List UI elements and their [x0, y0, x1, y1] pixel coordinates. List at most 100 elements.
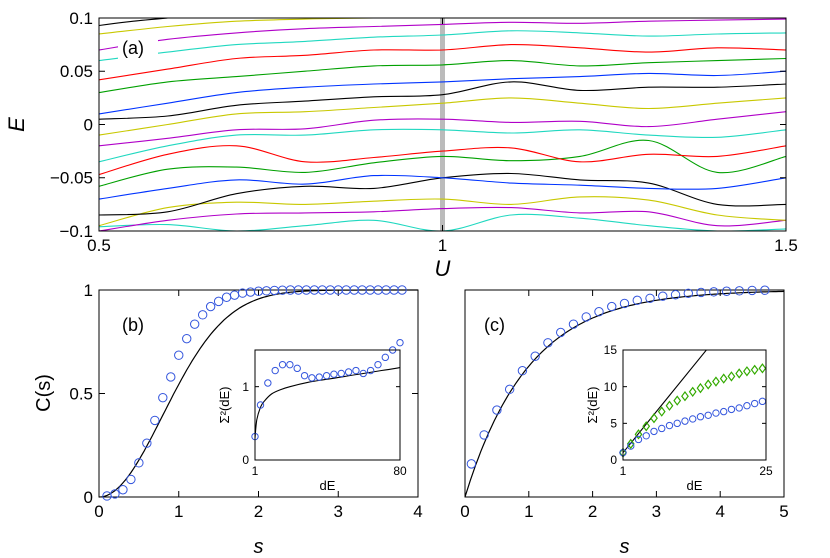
- panel-c-x-tick-label: 4: [715, 502, 724, 521]
- panel-c-data-point: [632, 295, 642, 306]
- panel-c-inset-x-tick-label: 1: [620, 464, 627, 478]
- panel-c-inset-data-diamond: [688, 386, 697, 398]
- panel-a-series-line: [99, 145, 786, 176]
- panel-c-inset-data-point: [712, 409, 720, 417]
- panel-c-inset-data-point: [634, 435, 643, 444]
- panel-a-x-tick-label: 1.5: [774, 236, 798, 255]
- panel-c-data-point: [568, 319, 579, 329]
- panel-c-inset-data-diamond: [696, 382, 705, 394]
- panel-c-data-point: [619, 298, 630, 309]
- panel-c-data-point: [747, 285, 757, 296]
- panel-b-inset-theory-line: [255, 367, 400, 439]
- panel-b-inset-data-point: [286, 360, 294, 369]
- panel-b-data-point: [182, 333, 192, 344]
- panel-a-series-line: [99, 81, 786, 120]
- panel-c-data-point: [607, 301, 617, 312]
- panel-b-data-point: [150, 415, 160, 426]
- panel-b-data-point: [190, 319, 200, 329]
- panel-b-x-tick-label: 0: [94, 502, 103, 521]
- panel-c-inset-data-diamond: [665, 400, 674, 411]
- panel-b-inset-data-point: [308, 374, 316, 382]
- panel-a-series-line: [99, 18, 443, 35]
- panel-a-series-line: [99, 139, 786, 187]
- panel-a-series-line: [99, 111, 786, 147]
- panel-a-y-tick-label: −0.1: [59, 222, 93, 241]
- panel-c-inset-theory-line: [623, 350, 708, 454]
- panel-c-x-tick-label: 5: [779, 502, 788, 521]
- panel-c-x-tick-label: 1: [524, 502, 533, 521]
- panel-c-inset-data-point: [673, 419, 681, 428]
- panel-a-x-tick-label: 1: [438, 236, 447, 255]
- panel-a-label: (a): [122, 38, 144, 58]
- panel-b-inset-data-point: [256, 401, 265, 409]
- panel-b-inset-data-point: [381, 353, 390, 362]
- panel-c-inset-data-point: [642, 432, 650, 440]
- panel-b-x-tick-label: 1: [174, 502, 183, 521]
- panel-c-inset-x-tick-label: 25: [759, 464, 773, 478]
- panel-a-series-line: [99, 213, 786, 231]
- panel-c-x-tick-label: 2: [588, 502, 597, 521]
- panel-c-inset-data-diamond: [712, 376, 720, 387]
- panel-b-data-point: [126, 474, 136, 485]
- panel-b-inset-axes-box: [254, 349, 401, 461]
- panel-b-inset-x-tick-label: 80: [393, 464, 407, 478]
- panel-a-series-line: [99, 196, 786, 227]
- panel-b-y-tick-label: 0: [84, 488, 93, 507]
- panel-b-data-point: [229, 290, 240, 300]
- panel-a-series-line: [99, 30, 786, 62]
- panel-c-data-point: [492, 405, 502, 415]
- panel-a-y-axis-label: E: [4, 117, 29, 132]
- panel-a-series-line: [99, 128, 786, 163]
- panel-c-inset-data-point: [743, 402, 751, 410]
- panel-c-inset-y-tick-label: 0: [610, 453, 617, 467]
- panel-b-y-axis-label: C(s): [33, 374, 55, 412]
- panel-b-inset-data-point: [278, 360, 287, 369]
- panel-c-inset-data-point: [650, 427, 658, 436]
- panel-a-y-tick-label: 0: [84, 115, 93, 134]
- panel-c-data-point: [594, 307, 604, 317]
- panel-a-series-line: [99, 57, 786, 94]
- panel-c-inset-data-diamond: [626, 438, 635, 450]
- panel-b-x-axis-label: s: [254, 536, 264, 558]
- panel-c-data-point: [645, 293, 655, 303]
- panel-c-inset: 1 25 0 5 10 15 dE Σ²(dE): [585, 343, 773, 493]
- panel-a-x-axis-label: U: [435, 256, 451, 281]
- panel-c-data-point: [734, 286, 745, 296]
- panel-b-inset-data-point: [271, 366, 279, 375]
- panel-b-data-point: [134, 458, 144, 468]
- panel-b-x-tick-label: 4: [413, 502, 422, 521]
- panel-b-inset-x-axis-label: dE: [320, 478, 336, 493]
- panel-c-inset-data-diamond: [642, 421, 651, 432]
- panel-b-inset-data-point: [374, 360, 382, 369]
- panel-c-inset-data-point: [735, 404, 743, 412]
- panel-c-inset-data-diamond: [719, 373, 728, 384]
- panel-c-data-point: [696, 287, 706, 298]
- panel-c-inset-data-diamond: [727, 371, 736, 382]
- panel-b-data-point: [397, 285, 407, 295]
- panel-c-inset-data-diamond: [750, 364, 759, 375]
- panel-b-data-point: [158, 392, 168, 403]
- panel-b-data-point: [261, 286, 272, 296]
- panel-b-data-point: [197, 310, 208, 320]
- panel-c-inset-y-tick-label: 10: [604, 380, 618, 394]
- panel-c-inset-data-point: [704, 411, 712, 419]
- panel-b-data-point: [245, 287, 256, 297]
- panel-c-inset-axes-box: [622, 349, 767, 461]
- panel-b-x-tick-label: 3: [334, 502, 343, 521]
- panel-b-theory-line: [98, 289, 418, 498]
- panel-c-inset-data-diamond: [758, 363, 767, 374]
- panel-c-inset-data-point: [689, 415, 697, 423]
- panel-b-inset-data-point: [366, 366, 375, 375]
- panel-c-x-axis-label: s: [620, 536, 630, 558]
- panel-c-data-point: [670, 290, 681, 300]
- panel-c-axes-box: [464, 289, 785, 498]
- panel-b-inset-y-tick-label: 1: [242, 380, 249, 394]
- panel-c-data-point: [517, 366, 528, 376]
- panel-b-y-tick-label: 0.5: [69, 384, 93, 403]
- panel-c-x-tick-label: 0: [460, 502, 469, 521]
- panel-c-inset-data-point: [719, 407, 728, 416]
- panel-c-inset-data-diamond: [735, 368, 744, 379]
